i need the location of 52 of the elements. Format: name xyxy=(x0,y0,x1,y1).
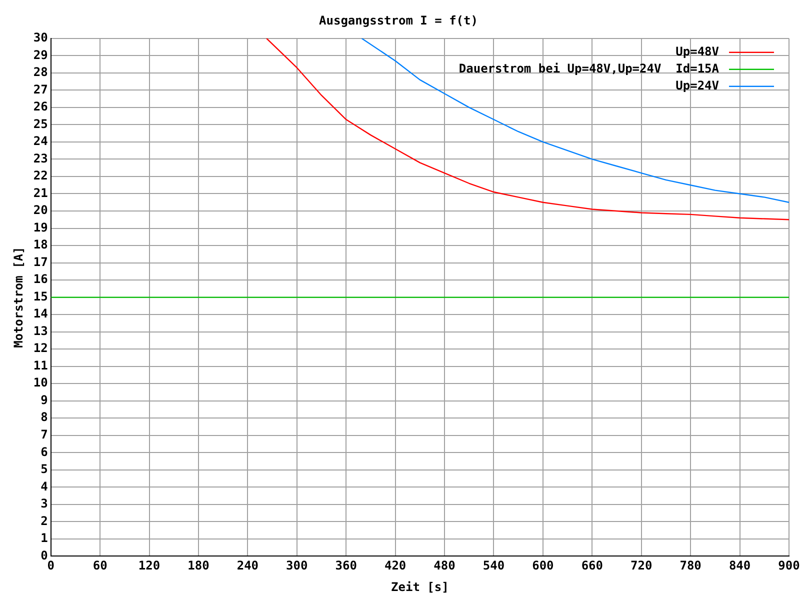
y-tick-label: 27 xyxy=(33,82,48,96)
y-tick-label: 22 xyxy=(33,168,48,183)
y-tick-label: 16 xyxy=(33,272,48,286)
x-tick-label: 660 xyxy=(581,558,604,573)
y-tick-label: 5 xyxy=(40,462,48,476)
y-tick-label: 10 xyxy=(33,376,48,390)
x-tick-label: 180 xyxy=(188,558,210,573)
y-tick-label: 12 xyxy=(33,341,48,356)
y-tick-label: 11 xyxy=(33,358,48,372)
legend-label: Up=48V xyxy=(676,44,719,59)
y-tick-label: 9 xyxy=(40,392,48,407)
x-axis-title: Zeit [s] xyxy=(391,580,449,594)
x-tick-label: 540 xyxy=(482,558,505,573)
x-tick-label: 300 xyxy=(286,558,308,573)
x-tick-label: 720 xyxy=(630,558,652,573)
y-tick-label: 17 xyxy=(33,254,48,269)
x-tick-label: 60 xyxy=(92,558,108,573)
y-tick-label: 21 xyxy=(33,186,48,200)
y-tick-label: 26 xyxy=(33,100,48,114)
y-tick-label: 29 xyxy=(33,48,48,62)
x-tick-label: 600 xyxy=(532,558,554,573)
y-tick-label: 14 xyxy=(33,306,48,321)
x-tick-label: 780 xyxy=(680,558,702,573)
y-tick-label: 3 xyxy=(40,496,48,511)
y-tick-label: 30 xyxy=(33,30,48,45)
y-tick-label: 28 xyxy=(33,65,48,80)
y-tick-label: 24 xyxy=(33,134,48,148)
legend-label: Dauerstrom bei Up=48V,Up=24V Id=15A xyxy=(458,62,720,76)
legend-label: Up=24V xyxy=(676,78,719,93)
x-tick-label: 120 xyxy=(138,558,160,573)
x-tick-label: 840 xyxy=(728,558,751,573)
y-tick-label: 1 xyxy=(40,531,48,546)
y-tick-label: 2 xyxy=(40,514,48,528)
y-tick-label: 7 xyxy=(40,428,48,442)
chart-title: Ausgangsstrom I = f(t) xyxy=(319,13,478,28)
x-tick-label: 900 xyxy=(778,558,800,573)
y-axis-title: Motorstrom [A] xyxy=(11,246,26,348)
y-tick-label: 25 xyxy=(33,116,48,131)
y-tick-label: 15 xyxy=(33,289,48,304)
x-tick-label: 240 xyxy=(236,558,259,573)
x-tick-label: 360 xyxy=(335,558,357,573)
y-tick-label: 13 xyxy=(33,324,48,338)
y-tick-label: 19 xyxy=(33,220,48,234)
y-tick-label: 0 xyxy=(40,548,48,562)
y-tick-label: 6 xyxy=(40,444,48,459)
y-tick-label: 8 xyxy=(40,410,48,424)
y-tick-label: 23 xyxy=(33,151,48,166)
x-tick-label: 420 xyxy=(384,558,406,573)
x-tick-label: 480 xyxy=(434,558,456,573)
y-tick-label: 18 xyxy=(33,238,48,252)
y-tick-label: 4 xyxy=(40,479,48,494)
y-tick-label: 20 xyxy=(33,203,48,218)
